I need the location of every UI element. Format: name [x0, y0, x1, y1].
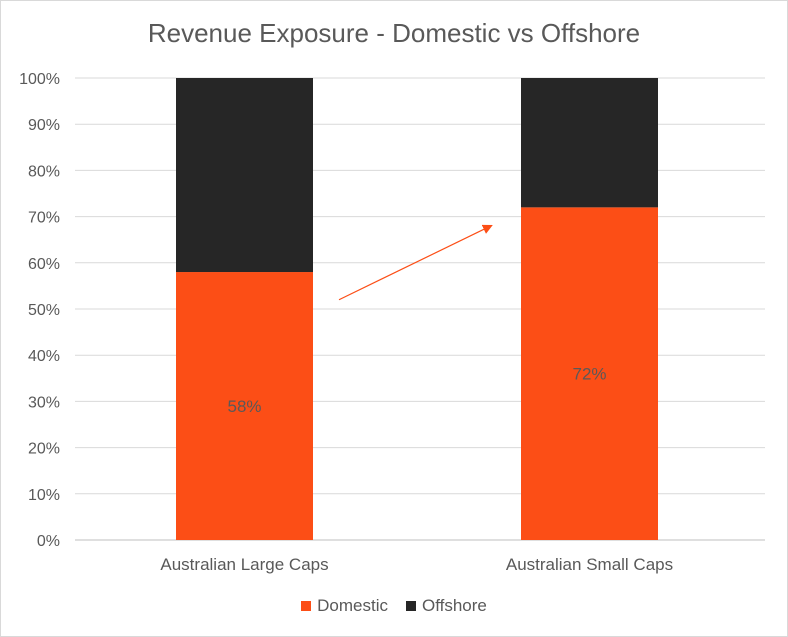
- legend-item-domestic: Domestic: [301, 596, 388, 616]
- y-tick-label: 0%: [37, 533, 60, 550]
- annotations: [338, 224, 493, 301]
- y-tick-label: 20%: [28, 441, 60, 458]
- y-tick-label: 70%: [28, 210, 60, 227]
- chart-title: Revenue Exposure - Domestic vs Offshore: [147, 18, 641, 48]
- data-label: 58%: [227, 397, 261, 416]
- legend-swatch-domestic: [301, 601, 312, 611]
- y-tick-label: 10%: [28, 487, 60, 504]
- bar-domestic: [176, 272, 313, 540]
- legend-label-domestic: Domestic: [317, 596, 388, 615]
- y-tick-label: 40%: [28, 348, 60, 365]
- bar-offshore: [521, 78, 658, 208]
- data-label: 72%: [572, 365, 606, 384]
- trend-arrow: [338, 224, 493, 301]
- bar-offshore: [176, 78, 313, 273]
- y-tick-label: 90%: [28, 117, 60, 134]
- legend-swatch-offshore: [405, 601, 416, 611]
- y-axis-ticks: 0% 10% 20% 30% 40% 50% 60% 70% 80% 90% 100%: [19, 71, 60, 550]
- bars: [176, 78, 658, 541]
- y-tick-label: 60%: [28, 256, 60, 273]
- bar-domestic: [521, 207, 658, 541]
- y-tick-label: 30%: [28, 394, 60, 411]
- data-labels: 58% 72%: [227, 365, 606, 416]
- category-label: Australian Large Caps: [160, 555, 328, 574]
- category-labels: Australian Large Caps Australian Small Ca…: [160, 555, 673, 574]
- y-tick-label: 80%: [28, 163, 60, 180]
- legend-label-offshore: Offshore: [421, 596, 487, 615]
- legend: Domestic Offshore: [0, 596, 788, 616]
- category-label: Australian Small Caps: [506, 555, 673, 574]
- legend-item-offshore: Offshore: [405, 596, 487, 616]
- y-tick-label: 50%: [28, 302, 60, 319]
- y-tick-label: 100%: [19, 71, 60, 88]
